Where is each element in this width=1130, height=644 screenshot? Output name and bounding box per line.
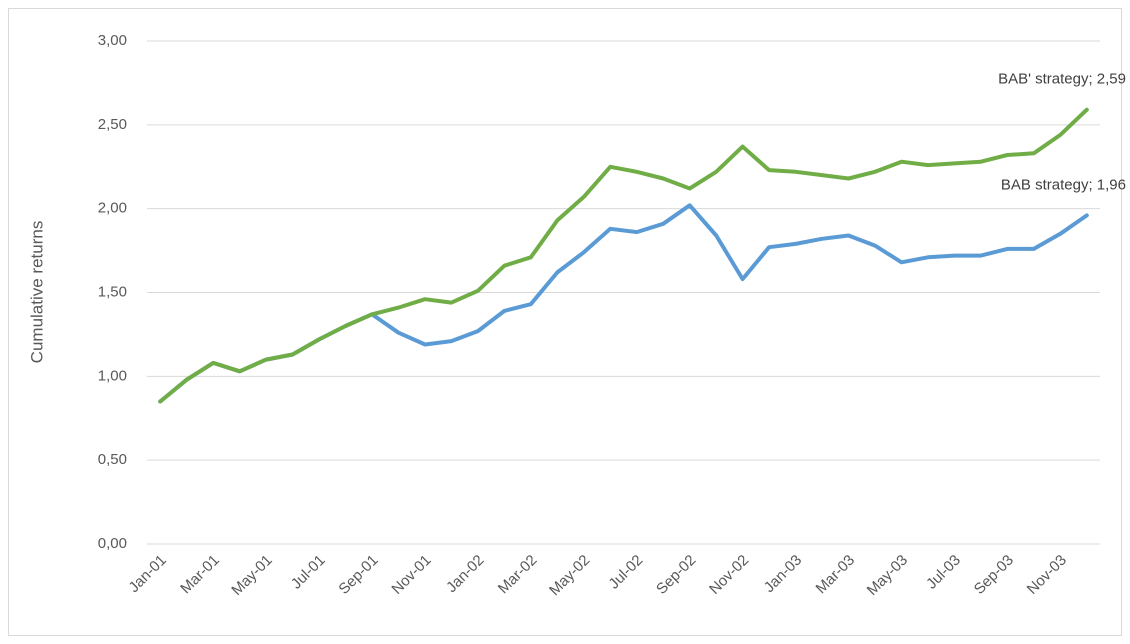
y-axis-title: Cumulative returns: [27, 221, 46, 364]
y-tick-label: 1,50: [98, 283, 127, 300]
data-label: BAB strategy; 1,96: [1001, 176, 1126, 193]
y-tick-label: 2,00: [98, 200, 127, 217]
y-tick-label: 3,00: [98, 32, 127, 49]
y-tick-label: 0,00: [98, 535, 127, 552]
chart-border: [8, 8, 1122, 636]
y-tick-label: 1,00: [98, 367, 127, 384]
y-tick-label: 0,50: [98, 451, 127, 468]
series-line: [158, 107, 1089, 404]
data-label: BAB' strategy; 2,59: [998, 71, 1126, 88]
y-tick-label: 2,50: [98, 116, 127, 133]
